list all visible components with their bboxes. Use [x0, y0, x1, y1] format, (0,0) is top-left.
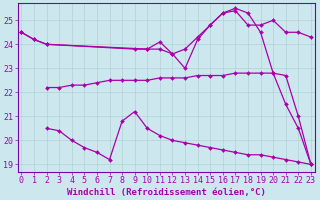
X-axis label: Windchill (Refroidissement éolien,°C): Windchill (Refroidissement éolien,°C) — [67, 188, 266, 197]
